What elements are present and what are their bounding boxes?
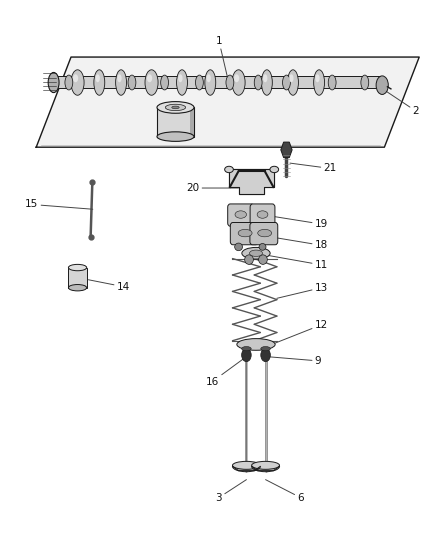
Ellipse shape xyxy=(145,70,158,95)
Ellipse shape xyxy=(116,70,127,95)
Text: 6: 6 xyxy=(265,480,304,503)
Ellipse shape xyxy=(261,70,272,95)
Text: 14: 14 xyxy=(88,280,130,292)
Ellipse shape xyxy=(117,74,122,82)
Ellipse shape xyxy=(225,166,233,173)
Bar xyxy=(53,76,382,88)
Polygon shape xyxy=(281,142,292,158)
Ellipse shape xyxy=(261,349,270,362)
Ellipse shape xyxy=(178,74,183,82)
Ellipse shape xyxy=(48,72,59,93)
Ellipse shape xyxy=(205,70,216,95)
Ellipse shape xyxy=(206,74,211,82)
Ellipse shape xyxy=(238,229,252,237)
Text: 1: 1 xyxy=(215,36,228,78)
Ellipse shape xyxy=(237,338,275,350)
Ellipse shape xyxy=(258,255,267,264)
Ellipse shape xyxy=(232,70,245,95)
Ellipse shape xyxy=(233,462,260,470)
Bar xyxy=(157,108,194,136)
Ellipse shape xyxy=(376,76,389,94)
Ellipse shape xyxy=(65,75,73,90)
Bar xyxy=(190,108,194,136)
Ellipse shape xyxy=(315,74,320,82)
Ellipse shape xyxy=(195,75,203,90)
Bar xyxy=(68,268,87,288)
Ellipse shape xyxy=(226,75,234,90)
Ellipse shape xyxy=(328,75,336,90)
Ellipse shape xyxy=(94,70,105,95)
Ellipse shape xyxy=(261,346,270,351)
Ellipse shape xyxy=(252,462,279,470)
Ellipse shape xyxy=(234,74,239,82)
Ellipse shape xyxy=(242,349,251,362)
Ellipse shape xyxy=(314,70,325,95)
Ellipse shape xyxy=(128,75,136,90)
Text: 18: 18 xyxy=(264,236,328,251)
Text: 3: 3 xyxy=(215,480,247,503)
Ellipse shape xyxy=(68,285,87,291)
Ellipse shape xyxy=(157,102,194,114)
Text: 15: 15 xyxy=(25,199,93,209)
FancyBboxPatch shape xyxy=(250,204,275,226)
Polygon shape xyxy=(229,169,274,194)
Ellipse shape xyxy=(254,75,262,90)
Ellipse shape xyxy=(161,75,169,90)
Ellipse shape xyxy=(361,75,369,90)
Ellipse shape xyxy=(283,75,290,90)
FancyBboxPatch shape xyxy=(228,204,254,226)
Ellipse shape xyxy=(270,166,279,173)
Polygon shape xyxy=(252,466,279,471)
Ellipse shape xyxy=(73,74,78,82)
Ellipse shape xyxy=(235,243,243,251)
FancyBboxPatch shape xyxy=(250,222,278,245)
Ellipse shape xyxy=(289,74,293,82)
Ellipse shape xyxy=(68,264,87,271)
Ellipse shape xyxy=(157,132,194,141)
Ellipse shape xyxy=(165,104,186,111)
FancyBboxPatch shape xyxy=(230,222,258,245)
Text: 19: 19 xyxy=(265,215,328,229)
Text: 13: 13 xyxy=(277,282,328,298)
Ellipse shape xyxy=(95,74,100,82)
Ellipse shape xyxy=(245,255,253,264)
Text: 16: 16 xyxy=(206,357,247,386)
Ellipse shape xyxy=(177,70,187,95)
Ellipse shape xyxy=(258,229,272,237)
Text: 12: 12 xyxy=(269,320,328,345)
Ellipse shape xyxy=(288,70,298,95)
Text: 2: 2 xyxy=(387,92,419,116)
Text: 9: 9 xyxy=(267,356,321,366)
Ellipse shape xyxy=(259,244,266,251)
Ellipse shape xyxy=(235,211,247,218)
Ellipse shape xyxy=(257,211,268,218)
Ellipse shape xyxy=(263,74,268,82)
Ellipse shape xyxy=(147,74,152,82)
Text: 20: 20 xyxy=(186,183,239,193)
Text: 21: 21 xyxy=(290,163,337,173)
Ellipse shape xyxy=(172,106,179,109)
Ellipse shape xyxy=(242,247,270,259)
Ellipse shape xyxy=(250,250,262,256)
Polygon shape xyxy=(233,466,260,471)
Text: 11: 11 xyxy=(265,255,328,270)
Ellipse shape xyxy=(242,346,251,351)
Ellipse shape xyxy=(71,70,84,95)
Polygon shape xyxy=(36,57,419,147)
